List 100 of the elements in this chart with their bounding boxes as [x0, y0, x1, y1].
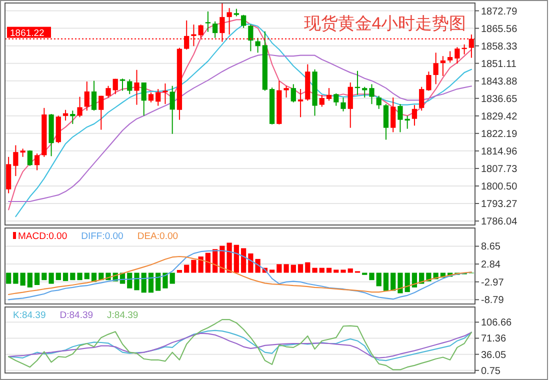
y-tick-label: 1793.27	[481, 199, 518, 210]
bar	[134, 272, 140, 290]
candlestick	[348, 82, 353, 128]
bar	[284, 264, 289, 273]
text: 现货黄金4小时走势图	[304, 14, 466, 33]
candlestick	[369, 84, 374, 105]
bar	[127, 272, 132, 288]
y-tick-label: 1872.79	[481, 6, 518, 18]
bar	[42, 272, 47, 280]
bar	[77, 272, 82, 280]
y-tick-label: 1829.42	[481, 111, 518, 122]
bar	[70, 272, 76, 280]
y-tick-label: 2.84	[481, 260, 501, 271]
y-tick-label: 1807.73	[481, 164, 518, 175]
text: DIFF:0.00	[81, 231, 124, 242]
line-series	[8, 250, 472, 300]
candlestick	[205, 10, 211, 32]
y-tick-label: 1851.11	[481, 58, 517, 70]
bar	[205, 252, 211, 273]
y-tick-label: 1843.88	[481, 76, 518, 88]
candlestick	[383, 104, 389, 140]
y-tick-label: 1836.65	[481, 94, 518, 105]
candlestick	[98, 95, 104, 130]
y-tick-label: 0.75	[481, 366, 501, 377]
y-tick-label: 1786.04	[481, 216, 518, 228]
line-series	[8, 256, 472, 296]
bar	[48, 272, 54, 284]
candlestick	[454, 46, 460, 64]
bar	[27, 272, 32, 288]
bar	[398, 272, 403, 294]
candlestick	[106, 85, 111, 98]
bar	[390, 272, 396, 291]
y-tick-label: -2.97	[481, 277, 504, 288]
candlestick	[141, 82, 146, 116]
candlestick	[284, 85, 289, 98]
candlestick	[412, 104, 418, 126]
candlestick	[319, 94, 324, 108]
candlestick	[240, 14, 246, 28]
bar	[234, 244, 240, 273]
bar	[334, 270, 339, 273]
candlestick	[298, 88, 304, 118]
bar	[13, 272, 18, 284]
candlestick	[290, 84, 296, 103]
candlestick	[162, 82, 168, 105]
bar	[220, 246, 225, 273]
bar	[312, 268, 318, 273]
candlestick	[34, 153, 40, 171]
candlestick	[148, 92, 154, 103]
candlestick	[326, 88, 332, 102]
bar	[162, 272, 168, 288]
y-tick-label: 71.36	[481, 334, 506, 345]
y-tick-label: 1865.56	[481, 24, 518, 35]
candlestick	[77, 96, 82, 118]
y-tick-label: 1814.96	[481, 146, 518, 158]
candlestick	[440, 56, 446, 76]
bar	[84, 272, 90, 280]
bar	[404, 272, 410, 292]
bar	[191, 260, 196, 273]
bar	[269, 270, 275, 273]
bar	[369, 272, 374, 280]
candlestick	[376, 95, 382, 110]
series-label: J:84.39	[107, 310, 138, 321]
candlestick	[156, 88, 161, 106]
bar	[290, 264, 296, 273]
ref-line-label: 1861.22	[10, 28, 44, 39]
candlestick	[255, 37, 260, 54]
line-series	[8, 54, 472, 202]
bar	[419, 272, 424, 284]
bar	[348, 268, 353, 273]
bar	[6, 272, 12, 284]
text: K:84.39	[13, 310, 46, 321]
candlestick	[448, 50, 453, 64]
candlestick	[170, 85, 175, 134]
candlestick	[226, 8, 232, 36]
candlestick	[27, 150, 32, 166]
bar	[20, 272, 26, 286]
candlestick	[426, 71, 432, 92]
candlestick	[91, 80, 97, 112]
candlestick	[120, 78, 126, 92]
y-tick-label: 1822.19	[481, 128, 518, 140]
candlestick	[398, 104, 403, 133]
bar	[255, 258, 260, 273]
candlestick	[13, 144, 18, 177]
candlestick	[340, 97, 346, 112]
candlestick	[112, 78, 118, 95]
candlestick	[248, 24, 254, 52]
candlestick	[212, 20, 218, 38]
bar	[376, 272, 382, 286]
bar	[226, 242, 232, 273]
y-tick-label: 1858.33	[481, 41, 518, 52]
candlestick	[433, 52, 438, 85]
bar	[156, 272, 161, 291]
legend-label: MACD:0.00	[18, 231, 68, 242]
candlestick	[419, 86, 424, 112]
series-label: DEA:0.00	[137, 231, 178, 242]
y-tick-label: 8.65	[481, 242, 501, 253]
y-tick-label: 1800.50	[481, 181, 518, 192]
bar	[340, 270, 346, 273]
text: D:84.39	[60, 310, 94, 321]
bar	[170, 272, 175, 284]
